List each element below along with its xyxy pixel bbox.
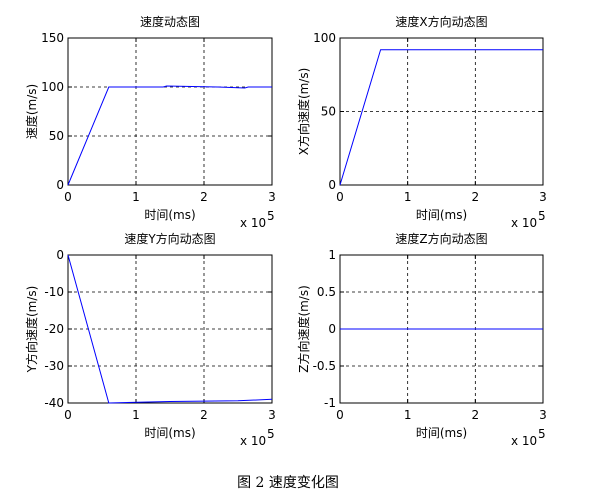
- x-axis-label: 时间(ms): [144, 426, 195, 440]
- x-tick-label: 0: [336, 408, 344, 422]
- x-scale-base: x 10: [240, 216, 266, 230]
- subplot-title: 速度Z方向动态图: [395, 231, 487, 246]
- x-tick-label: 0: [64, 190, 72, 204]
- y-tick-label: 0: [56, 178, 64, 192]
- x-tick-label: 3: [268, 190, 276, 204]
- data-line: [67, 254, 273, 404]
- y-tick-label: 150: [41, 31, 64, 45]
- axes-box: [67, 37, 273, 186]
- y-tick-label: -1: [324, 396, 336, 410]
- x-axis-label: 时间(ms): [416, 208, 467, 222]
- y-tick-label: -0.5: [313, 359, 336, 373]
- x-tick-label: 1: [132, 408, 140, 422]
- y-tick-label: 1: [328, 248, 336, 262]
- y-axis-label: Z方向速度(m/s): [296, 285, 311, 373]
- x-tick-label: 3: [539, 190, 547, 204]
- axes-box: [67, 254, 273, 404]
- axes-box: [339, 37, 544, 186]
- x-scale-exponent: 5: [267, 427, 275, 441]
- x-tick-label: 0: [336, 190, 344, 204]
- y-tick-label: 50: [49, 129, 64, 143]
- x-scale-base: x 10: [240, 434, 266, 448]
- x-axis-label: 时间(ms): [144, 208, 195, 222]
- x-tick-label: 1: [132, 190, 140, 204]
- y-tick-label: 0: [328, 322, 336, 336]
- y-tick-label: -40: [44, 396, 64, 410]
- data-line: [67, 85, 272, 186]
- x-tick-label: 1: [404, 190, 412, 204]
- x-tick-label: 0: [64, 408, 72, 422]
- x-tick-label: 1: [404, 408, 412, 422]
- y-axis-label: X方向速度(m/s): [296, 68, 311, 156]
- subplot-title: 速度Y方向动态图: [124, 231, 215, 246]
- data-line: [339, 49, 543, 186]
- subplot-title: 速度动态图: [140, 14, 200, 29]
- y-tick-label: 0.5: [317, 285, 336, 299]
- figure-caption: 图 2 速度变化图: [237, 475, 339, 491]
- x-tick-label: 2: [472, 190, 480, 204]
- y-tick-label: 0: [328, 178, 336, 192]
- x-scale-base: x 10: [511, 434, 537, 448]
- y-axis-label: 速度(m/s): [24, 84, 39, 139]
- plot-area: [68, 38, 272, 185]
- y-tick-label: -20: [44, 322, 64, 336]
- x-tick-label: 3: [539, 408, 547, 422]
- x-scale-exponent: 5: [267, 209, 275, 223]
- x-tick-label: 3: [268, 408, 276, 422]
- subplot-title: 速度X方向动态图: [395, 14, 487, 29]
- x-tick-label: 2: [472, 408, 480, 422]
- x-tick-label: 2: [200, 190, 208, 204]
- y-tick-label: -30: [44, 359, 64, 373]
- y-tick-label: 50: [321, 105, 336, 119]
- x-scale-exponent: 5: [538, 209, 546, 223]
- y-axis-label: Y方向速度(m/s): [24, 286, 39, 374]
- x-tick-label: 2: [200, 408, 208, 422]
- x-scale-exponent: 5: [538, 427, 546, 441]
- x-axis-label: 时间(ms): [416, 426, 467, 440]
- y-tick-label: -10: [44, 285, 64, 299]
- y-tick-label: 100: [313, 31, 336, 45]
- y-tick-label: 100: [41, 80, 64, 94]
- x-scale-base: x 10: [511, 216, 537, 230]
- y-tick-label: 0: [56, 248, 64, 262]
